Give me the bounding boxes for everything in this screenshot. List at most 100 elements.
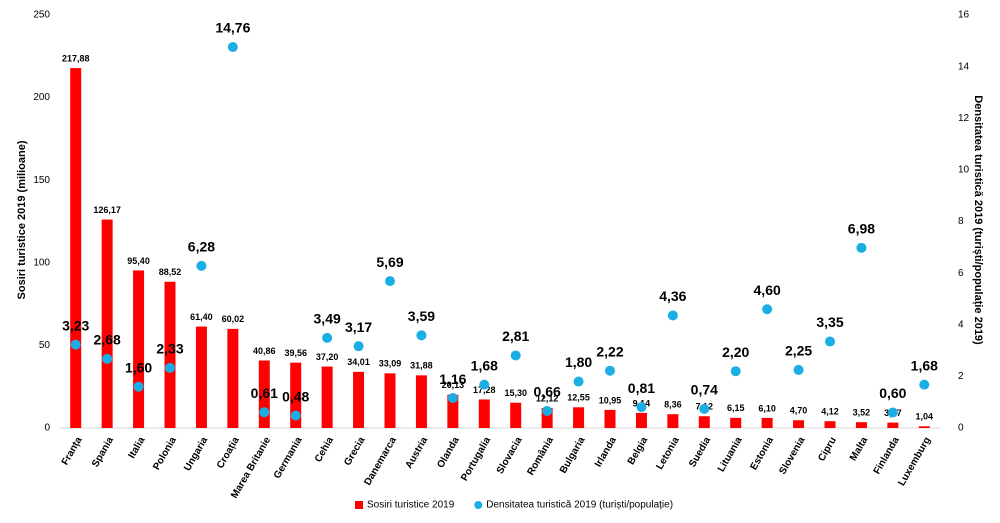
density-point bbox=[919, 379, 930, 390]
bar bbox=[478, 399, 490, 428]
y2-axis-title: Densitatea turistică 2019 (turiști/popul… bbox=[972, 95, 984, 345]
y2-tick-label: 6 bbox=[958, 268, 964, 279]
y2-tick-label: 8 bbox=[958, 216, 964, 227]
point-value-label: 2,68 bbox=[94, 332, 121, 348]
point-value-label: 0,74 bbox=[691, 382, 718, 398]
x-tick-label: Finlanda bbox=[872, 435, 902, 476]
point-value-label: 5,69 bbox=[376, 254, 403, 270]
point-value-label: 3,17 bbox=[345, 319, 372, 335]
x-tick-label: Ungaria bbox=[182, 435, 210, 473]
bar-value-label: 12,12 bbox=[536, 393, 559, 403]
point-value-label: 6,28 bbox=[188, 239, 215, 255]
y-tick-label: 250 bbox=[33, 10, 50, 21]
density-point bbox=[699, 403, 710, 414]
density-point bbox=[636, 402, 647, 413]
density-point bbox=[259, 407, 270, 418]
x-tick-label: Franța bbox=[60, 435, 85, 467]
point-value-label: 0,48 bbox=[282, 388, 309, 404]
bar bbox=[887, 422, 899, 428]
x-tick-label: Portugalia bbox=[459, 435, 493, 483]
point-value-label: 6,98 bbox=[848, 221, 875, 237]
bar bbox=[855, 422, 867, 428]
x-tick-label: Estonia bbox=[748, 435, 776, 472]
legend-label: Densitatea turistică 2019 (turiști/popul… bbox=[486, 500, 673, 511]
density-point bbox=[730, 366, 741, 377]
bar bbox=[730, 417, 742, 428]
bar bbox=[447, 394, 459, 428]
point-value-label: 1,80 bbox=[565, 354, 592, 370]
point-value-label: 1,16 bbox=[439, 371, 466, 387]
bar bbox=[101, 219, 113, 428]
density-point bbox=[479, 379, 490, 390]
density-point bbox=[825, 336, 835, 347]
bar bbox=[227, 328, 239, 428]
density-point bbox=[385, 276, 395, 287]
y-tick-label: 200 bbox=[33, 92, 50, 103]
bar bbox=[573, 407, 585, 428]
x-tick-label: Belgia bbox=[626, 435, 651, 467]
x-tick-label: Olanda bbox=[435, 435, 462, 470]
y2-tick-label: 4 bbox=[958, 319, 964, 330]
bar bbox=[133, 270, 145, 428]
x-tick-label: România bbox=[525, 435, 556, 477]
bar-value-label: 95,40 bbox=[127, 256, 150, 266]
point-value-label: 0,60 bbox=[879, 385, 906, 401]
x-tick-label: Polonia bbox=[151, 435, 179, 472]
bar-value-label: 60,02 bbox=[222, 314, 245, 324]
y-tick-label: 50 bbox=[39, 340, 51, 351]
bar-value-label: 17,28 bbox=[473, 385, 496, 395]
bar bbox=[384, 373, 396, 428]
bar bbox=[164, 281, 176, 428]
x-tick-label: Grecia bbox=[342, 435, 367, 468]
x-tick-label: Slovacia bbox=[495, 435, 525, 476]
point-value-label: 3,23 bbox=[62, 317, 89, 333]
bar bbox=[541, 407, 553, 428]
y2-tick-label: 14 bbox=[958, 61, 970, 72]
density-point bbox=[70, 339, 81, 350]
bar-value-label: 6,10 bbox=[758, 403, 776, 413]
y-tick-label: 100 bbox=[33, 257, 50, 268]
bar-value-label: 10,95 bbox=[599, 395, 622, 405]
bar bbox=[353, 371, 365, 428]
x-tick-label: Danemarca bbox=[362, 435, 399, 488]
bar bbox=[824, 421, 836, 428]
density-point bbox=[227, 42, 238, 53]
bar-value-label: 6,15 bbox=[727, 403, 745, 413]
density-point bbox=[856, 242, 867, 253]
x-tick-label: Bulgaria bbox=[558, 435, 588, 476]
density-point bbox=[196, 260, 207, 271]
x-tick-label: Italia bbox=[127, 435, 148, 461]
density-point bbox=[133, 381, 144, 392]
bar-value-label: 33,09 bbox=[379, 359, 402, 369]
y-axis-title: Sosiri turistice 2019 (milioane) bbox=[16, 140, 28, 299]
x-tick-label: Lituania bbox=[716, 435, 745, 474]
x-tick-label: Luxemburg bbox=[896, 435, 933, 488]
y-tick-label: 0 bbox=[44, 423, 50, 434]
x-tick-label: Letonia bbox=[654, 435, 682, 472]
bar-value-label: 34,01 bbox=[347, 357, 370, 367]
bar-value-label: 1,04 bbox=[916, 412, 934, 422]
bar-value-label: 20,13 bbox=[442, 380, 465, 390]
bar-value-label: 3,52 bbox=[853, 408, 871, 418]
point-value-label: 2,20 bbox=[722, 344, 749, 360]
density-point bbox=[667, 310, 678, 321]
legend-swatch bbox=[474, 501, 483, 509]
density-point bbox=[762, 304, 773, 315]
point-value-label: 0,66 bbox=[534, 384, 561, 400]
x-tick-label: Croația bbox=[215, 435, 242, 471]
point-value-label: 0,81 bbox=[628, 380, 655, 396]
density-point bbox=[447, 393, 458, 404]
bar-value-label: 217,88 bbox=[62, 53, 90, 63]
point-value-label: 1,60 bbox=[125, 359, 152, 375]
density-point bbox=[510, 350, 521, 361]
bar bbox=[415, 375, 427, 428]
x-tick-label: Slovenia bbox=[777, 435, 807, 476]
bar-value-label: 40,86 bbox=[253, 346, 276, 356]
point-value-label: 4,60 bbox=[754, 282, 781, 298]
legend-label: Sosiri turistice 2019 bbox=[367, 500, 455, 511]
point-value-label: 2,81 bbox=[502, 328, 529, 344]
bar bbox=[290, 362, 302, 428]
density-point bbox=[353, 341, 364, 352]
bar-value-label: 39,56 bbox=[284, 348, 307, 358]
density-point bbox=[542, 405, 553, 416]
